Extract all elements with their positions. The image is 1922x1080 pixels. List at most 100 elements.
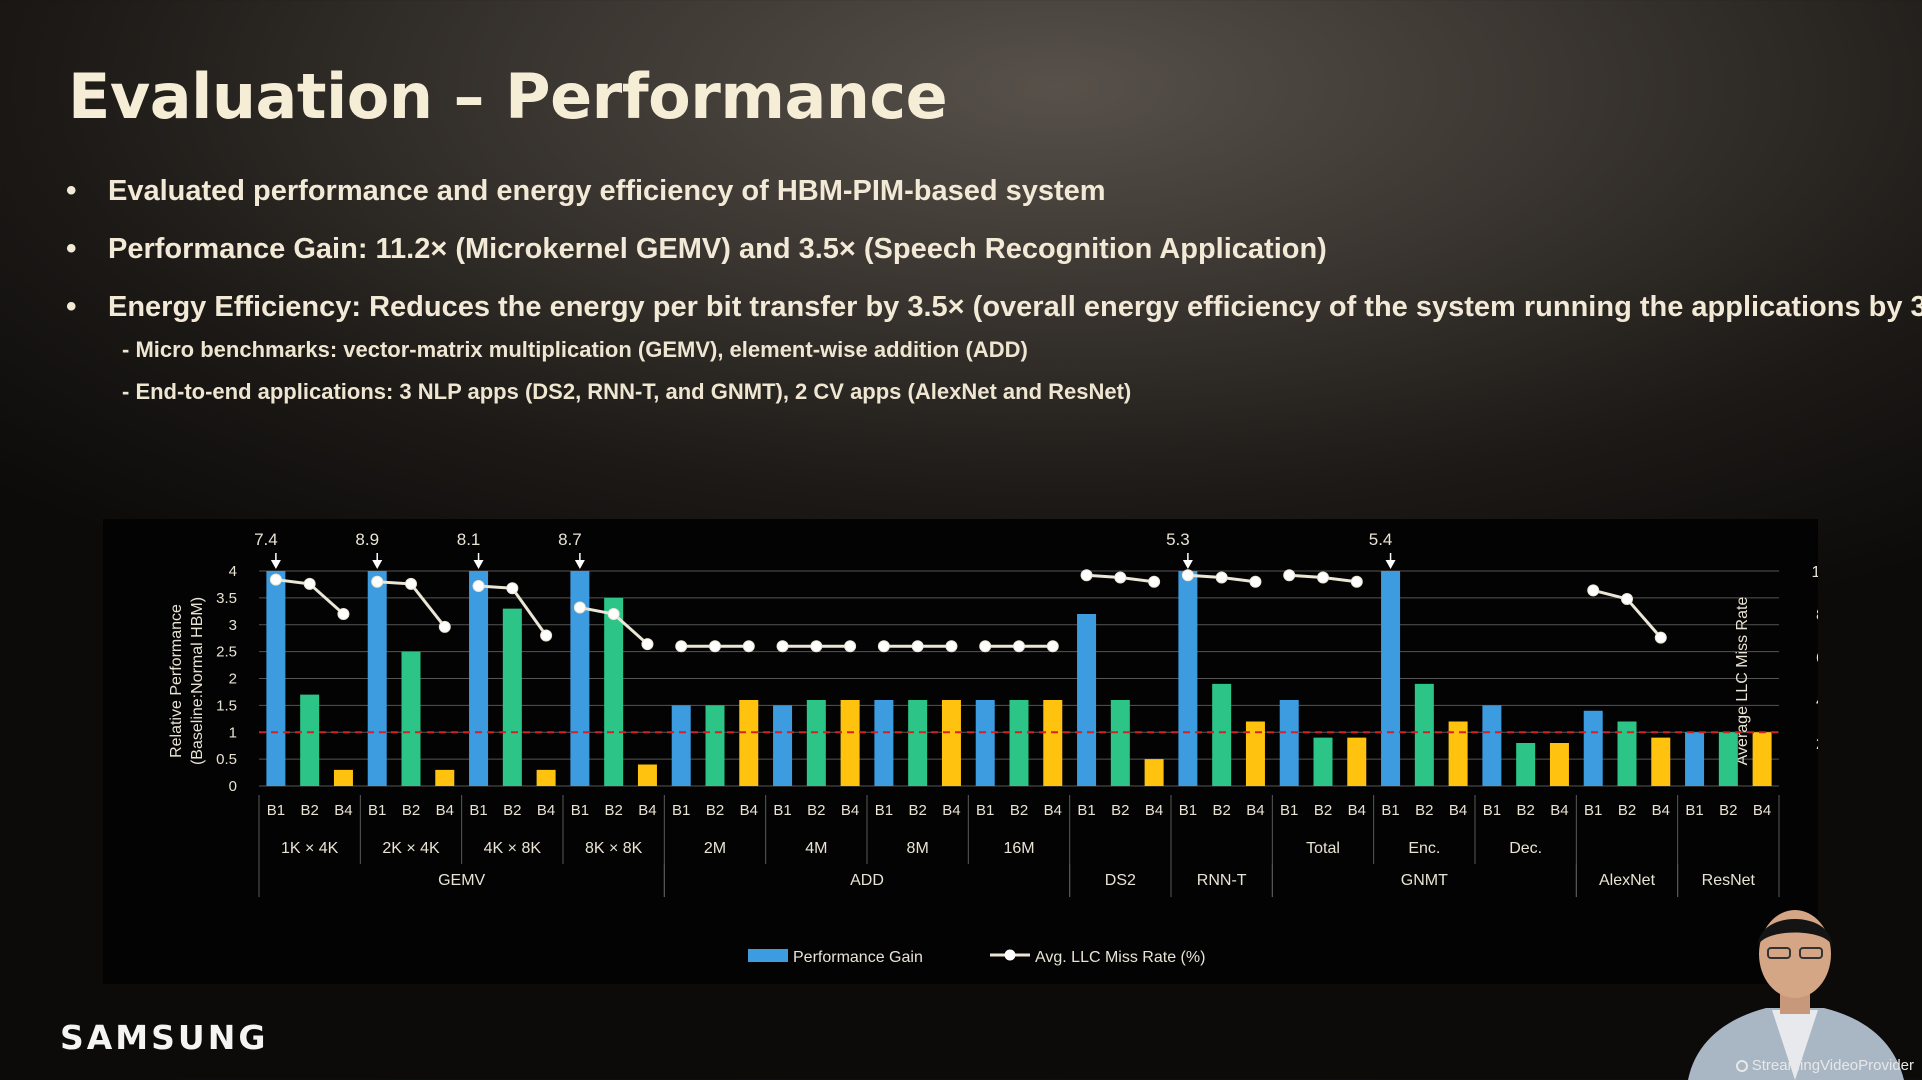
- miss-rate-point: [1654, 631, 1667, 644]
- miss-rate-point: [844, 640, 857, 653]
- miss-rate-point: [1080, 569, 1093, 582]
- watermark: StreamingVideoProvider: [1735, 1057, 1914, 1074]
- bar-b4: [1752, 732, 1772, 786]
- bullet-item: • Evaluated performance and energy effici…: [66, 173, 1906, 231]
- y-axis-label: Relative Performance: [168, 604, 185, 758]
- presenter-silhouette-icon: [1688, 910, 1904, 1080]
- miss-rate-point: [371, 575, 384, 588]
- miss-rate-point: [438, 620, 451, 633]
- bar-label: B1: [1584, 802, 1602, 819]
- miss-rate-point: [709, 640, 721, 653]
- bar-label: B1: [1280, 802, 1298, 819]
- bullet-item: • Performance Gain: 11.2× (Microkernel GE…: [66, 231, 1906, 289]
- miss-rate-point: [675, 640, 688, 653]
- bar-label: B2: [300, 802, 318, 819]
- bar-b4: [536, 769, 556, 786]
- bar-b2: [502, 608, 522, 786]
- bar-b2: [1414, 683, 1434, 786]
- bar-label: B1: [1179, 802, 1197, 819]
- data-label: 5.3: [1166, 530, 1190, 549]
- sub-bullet: - Micro benchmarks: vector-matrix multip…: [122, 337, 1028, 362]
- miss-rate-point: [1215, 571, 1228, 584]
- category-label: GNMT: [1401, 872, 1448, 889]
- bar-b1: [266, 571, 286, 786]
- bar-label: B2: [1618, 802, 1636, 819]
- samsung-logo: SAMSUNG: [60, 1018, 269, 1057]
- bar-label: B1: [672, 802, 690, 819]
- overflow-arrow-icon: [1182, 560, 1193, 569]
- miss-rate-point: [1013, 640, 1025, 653]
- miss-rate-point: [506, 582, 519, 595]
- y-tick-label: 0.5: [216, 751, 237, 768]
- bar-label: B1: [571, 802, 589, 819]
- group-label: 1K × 4K: [281, 840, 339, 857]
- bullet-text: Performance Gain: 11.2× (Microkernel GEM…: [108, 233, 1327, 265]
- category-label: ResNet: [1702, 872, 1756, 889]
- bar-b4: [840, 700, 860, 786]
- bar-b1: [1381, 571, 1401, 786]
- group-label: 4M: [805, 840, 827, 857]
- miss-rate-point: [641, 638, 654, 651]
- bar-label: B1: [773, 802, 791, 819]
- bar-label: B1: [368, 802, 386, 819]
- bar-label: B2: [1516, 802, 1534, 819]
- y2-tick-label: 60%: [1816, 650, 1818, 667]
- y2-tick-label: 100%: [1812, 564, 1818, 581]
- overflow-arrow-icon: [270, 560, 281, 569]
- bar-label: B4: [1044, 802, 1062, 819]
- bar-b2: [1617, 721, 1637, 786]
- bar-label: B2: [1111, 802, 1129, 819]
- miss-rate-point: [911, 640, 924, 653]
- bar-label: B4: [1550, 802, 1568, 819]
- play-icon: [1735, 1060, 1748, 1072]
- miss-rate-point: [945, 640, 958, 653]
- y-tick-label: 0: [229, 778, 237, 795]
- y-tick-label: 2: [229, 671, 237, 688]
- bar-b4: [739, 700, 759, 786]
- bar-label: B2: [908, 802, 926, 819]
- legend-label: Avg. LLC Miss Rate (%): [1035, 949, 1205, 966]
- bar-b2: [604, 597, 624, 786]
- group-label: 8K × 8K: [585, 840, 643, 857]
- bar-label: B4: [537, 802, 555, 819]
- y2-axis-label: Average LLC Miss Rate: [1734, 597, 1751, 766]
- bar-label: B4: [841, 802, 859, 819]
- bar-b4: [1651, 737, 1671, 786]
- y2-tick-label: 40%: [1816, 693, 1818, 710]
- miss-rate-point: [269, 573, 282, 586]
- bar-b1: [671, 705, 691, 786]
- bar-label: B2: [807, 802, 825, 819]
- group-label: 2K × 4K: [382, 840, 440, 857]
- bar-label: B4: [1246, 802, 1264, 819]
- bar-label: B4: [740, 802, 758, 819]
- bullet-item: • Energy Efficiency: Reduces the energy p…: [66, 289, 1922, 335]
- miss-rate-point: [1317, 571, 1329, 584]
- overflow-arrow-icon: [372, 560, 383, 569]
- y2-tick-label: 20%: [1816, 736, 1818, 753]
- bar-label: B4: [1145, 802, 1163, 819]
- miss-rate-point: [337, 608, 350, 620]
- overflow-arrow-icon: [473, 560, 484, 569]
- bar-label: B2: [706, 802, 724, 819]
- bar-b1: [1583, 710, 1603, 786]
- miss-rate-point: [1350, 575, 1363, 588]
- group-label: Total: [1306, 840, 1340, 857]
- miss-rate-point: [810, 640, 823, 653]
- bar-label: B2: [503, 802, 521, 819]
- bar-b2: [1718, 732, 1738, 786]
- bar-label: B2: [402, 802, 420, 819]
- category-label: ADD: [850, 872, 884, 889]
- bar-b2: [705, 705, 725, 786]
- bar-b1: [874, 700, 894, 786]
- bar-label: B1: [267, 802, 285, 819]
- y-tick-label: 3.5: [216, 590, 237, 607]
- group-label: 4K × 8K: [484, 840, 542, 857]
- bar-label: B2: [1212, 802, 1230, 819]
- y-tick-label: 2.5: [216, 644, 237, 661]
- bar-b2: [1212, 683, 1232, 786]
- bar-label: B2: [1314, 802, 1332, 819]
- miss-rate-point: [979, 640, 992, 653]
- y-tick-label: 4: [229, 563, 237, 580]
- overflow-arrow-icon: [1385, 560, 1396, 569]
- bar-b4: [1144, 759, 1164, 786]
